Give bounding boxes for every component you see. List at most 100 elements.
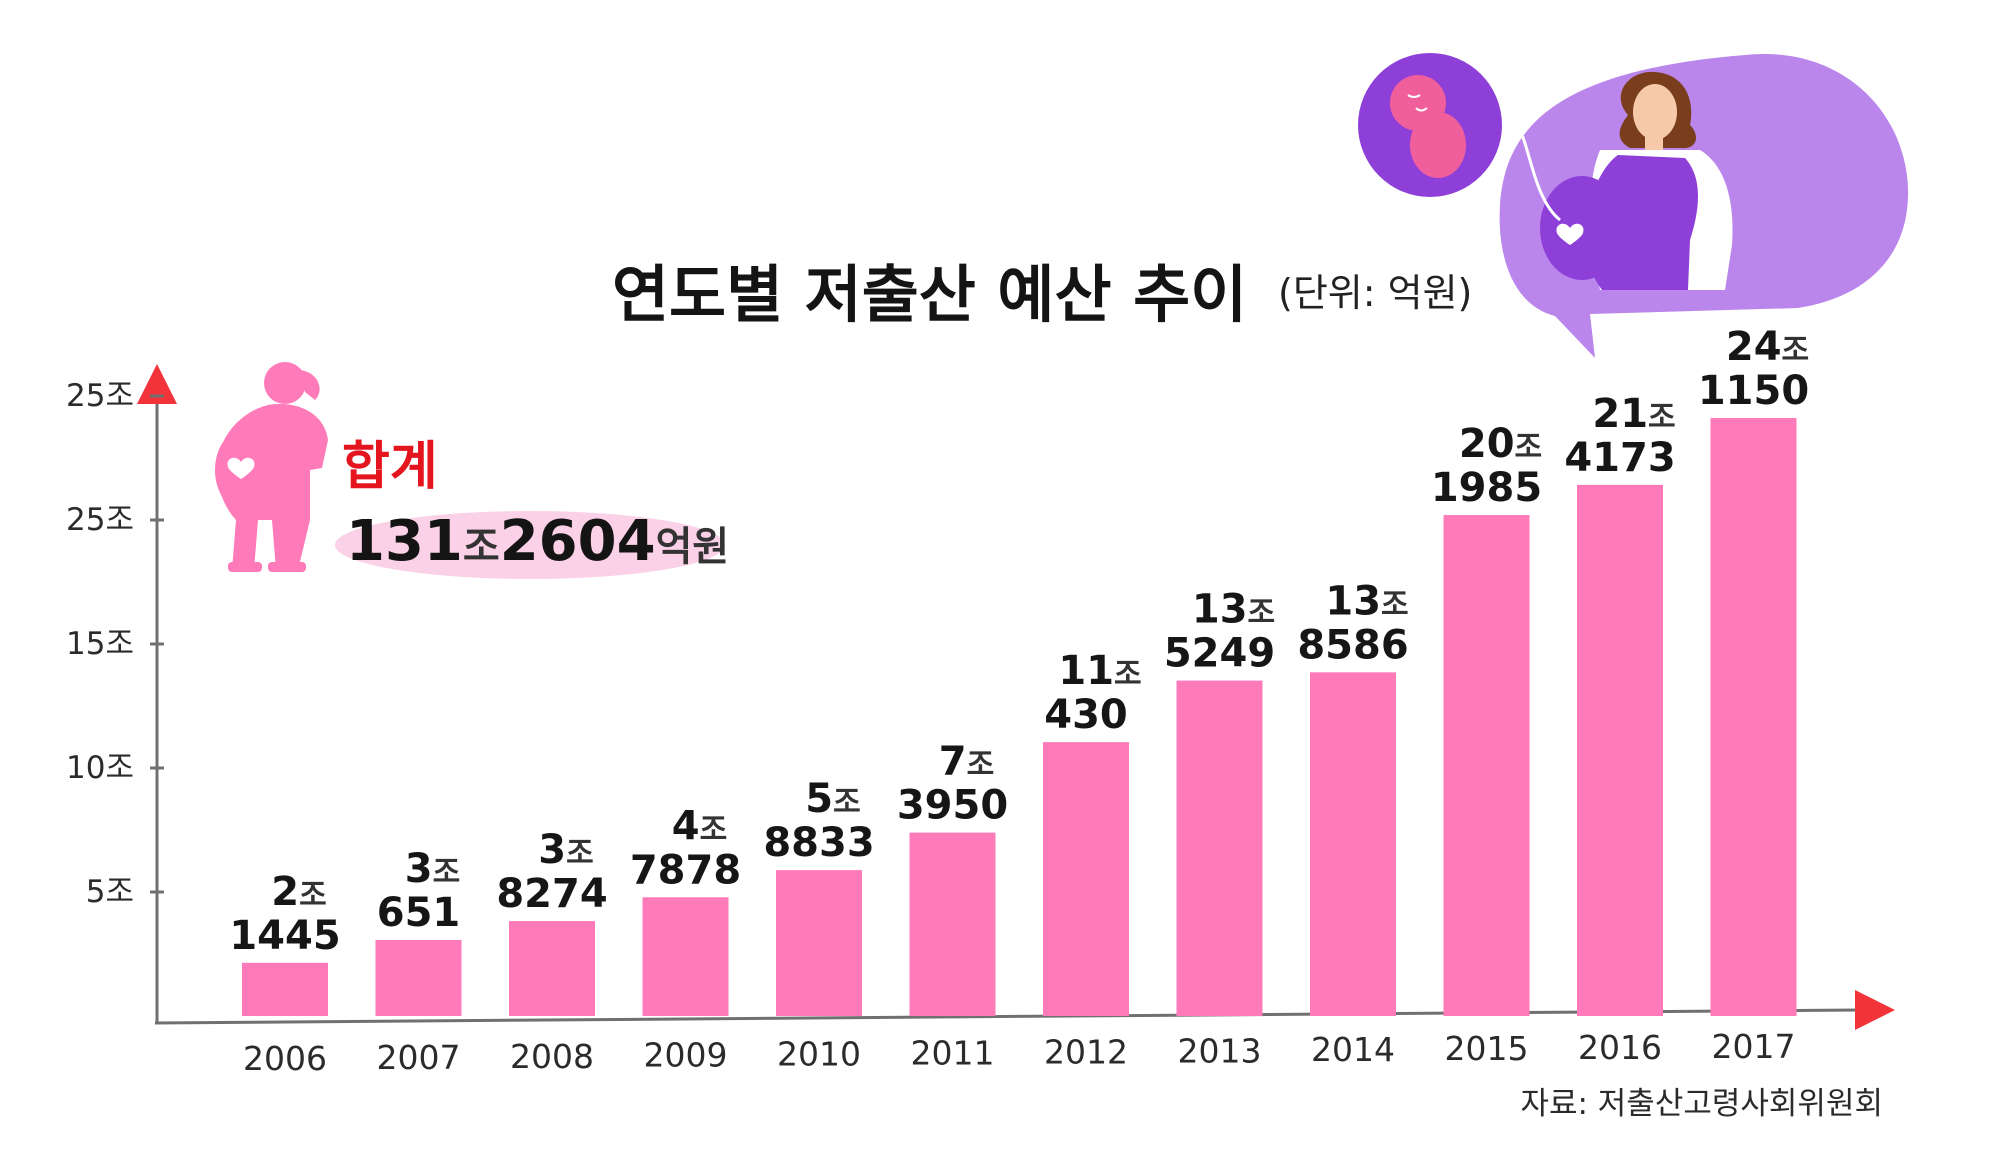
x-axis	[154, 1008, 1861, 1025]
data-label-jo-value: 11	[1058, 648, 1114, 694]
bar-2016	[1577, 484, 1663, 1016]
x-tick-label: 2006	[243, 1039, 327, 1078]
data-label-jo-value: 24	[1726, 324, 1782, 370]
total-jo-unit: 조	[463, 524, 500, 570]
fetus-face-line	[1407, 94, 1428, 112]
data-label-eok: 3950	[897, 783, 1008, 829]
data-label-eok: 5249	[1164, 631, 1275, 677]
x-tick-label: 2016	[1578, 1028, 1662, 1067]
data-label-jo-value: 5	[805, 776, 833, 822]
bar-2007	[375, 939, 462, 1016]
bar-2008	[509, 921, 595, 1016]
data-label-jo: 5조	[805, 776, 860, 822]
x-tick-label: 2008	[510, 1037, 594, 1076]
data-label-jo-value: 21	[1592, 391, 1648, 437]
woman-neck	[1645, 135, 1663, 153]
x-tick-label: 2012	[1044, 1032, 1128, 1071]
data-label-jo-value: 13	[1192, 587, 1248, 633]
pregnancy-illustration	[1358, 53, 1909, 358]
data-label-jo-unit: 조	[700, 812, 728, 847]
total-callout: 합계 131조2604억원	[215, 362, 729, 579]
x-tick-label: 2010	[777, 1035, 861, 1074]
bar-2013	[1176, 680, 1263, 1016]
heart-icon	[1556, 223, 1584, 245]
y-tick-label: 5조	[86, 874, 134, 910]
data-label-eok: 1985	[1431, 465, 1542, 511]
data-label-jo-value: 4	[672, 803, 700, 849]
x-tick-label: 2013	[1178, 1031, 1262, 1070]
y-tick-label: 10조	[66, 750, 134, 786]
bar-2011	[909, 832, 996, 1016]
data-label-jo: 3조	[538, 827, 593, 873]
y-tick-label: 25조	[66, 502, 134, 538]
source-note: 자료: 저출산고령사회위원회	[1520, 1086, 1883, 1122]
bar-2009	[642, 897, 729, 1016]
data-label-eok: 8274	[496, 871, 607, 917]
data-label-eok: 8586	[1297, 622, 1408, 668]
y-tick-label: 15조	[66, 626, 134, 662]
data-label-jo-unit: 조	[566, 836, 594, 871]
y-axis-ticks: 5조 10조 15조 25조 25조	[66, 378, 164, 910]
bar-2010	[776, 870, 862, 1016]
total-eok-unit: 억원	[656, 524, 730, 570]
data-label-jo: 2조	[271, 869, 326, 915]
data-label-jo: 4조	[672, 803, 727, 849]
data-label-jo-value: 7	[939, 739, 967, 785]
chart-unit-label: (단위: 억원)	[1278, 271, 1472, 315]
x-tick-label: 2014	[1311, 1030, 1395, 1069]
chart-title: 연도별 저출산 예산 추이	[612, 258, 1247, 331]
data-label-jo: 7조	[939, 739, 994, 785]
bar-2006	[242, 962, 328, 1016]
bar-2014	[1310, 672, 1396, 1016]
data-label-jo-value: 3	[405, 846, 433, 892]
x-tick-label: 2015	[1445, 1029, 1529, 1068]
bar-2012	[1043, 742, 1129, 1016]
data-label-jo-unit: 조	[967, 748, 995, 783]
data-label-jo: 21조	[1592, 391, 1675, 437]
x-tick-label: 2007	[377, 1038, 461, 1077]
data-label-jo-unit: 조	[1114, 657, 1142, 692]
data-label-eok: 7878	[630, 847, 741, 893]
data-label-jo: 3조	[405, 846, 460, 892]
woman-face	[1633, 84, 1677, 140]
bars	[242, 417, 1797, 1016]
bar-2017	[1710, 417, 1797, 1016]
data-labels: 2조14453조6513조82744조78785조88337조395011조43…	[229, 324, 1809, 959]
data-label-jo-unit: 조	[433, 855, 461, 890]
total-amount: 131조2604억원	[346, 509, 729, 574]
data-label-jo-unit: 조	[1782, 333, 1810, 368]
total-highlight-cloud	[335, 511, 725, 579]
data-label-jo: 20조	[1459, 421, 1542, 467]
data-label-jo-unit: 조	[299, 878, 327, 913]
data-label-jo-unit: 조	[1381, 587, 1409, 622]
heart-icon	[227, 457, 255, 479]
data-label-jo: 11조	[1058, 648, 1141, 694]
data-label-jo: 13조	[1325, 578, 1408, 624]
data-label-jo: 13조	[1192, 587, 1275, 633]
total-title: 합계	[342, 437, 438, 497]
total-eok-value: 2604	[500, 509, 656, 574]
data-label-jo-unit: 조	[1248, 596, 1276, 631]
data-label-jo-value: 3	[538, 827, 566, 873]
data-label-eok: 1150	[1698, 368, 1809, 414]
data-label-jo-unit: 조	[1648, 400, 1676, 435]
x-axis-arrow-icon	[1855, 990, 1895, 1030]
data-label-jo-value: 20	[1459, 421, 1515, 467]
y-axis-arrow-icon	[137, 364, 177, 404]
bar-2015	[1443, 515, 1530, 1016]
data-label-eok: 651	[377, 890, 461, 936]
data-label-jo: 24조	[1726, 324, 1809, 370]
data-label-jo-unit: 조	[1515, 430, 1543, 465]
y-tick-label: 25조	[66, 378, 134, 414]
data-label-eok: 8833	[763, 820, 874, 866]
data-label-eok: 430	[1044, 692, 1128, 738]
x-tick-label: 2017	[1712, 1027, 1796, 1066]
fetus-head	[1390, 75, 1446, 131]
x-tick-label: 2009	[644, 1036, 728, 1075]
x-axis-labels: 2006 2007 2008 2009 2010 2011 2012 2013 2014 2015…	[243, 1027, 1795, 1078]
data-label-eok: 1445	[229, 913, 340, 959]
data-label-jo-value: 2	[271, 869, 299, 915]
data-label-jo-unit: 조	[833, 785, 861, 820]
data-label-eok: 4173	[1564, 435, 1675, 481]
